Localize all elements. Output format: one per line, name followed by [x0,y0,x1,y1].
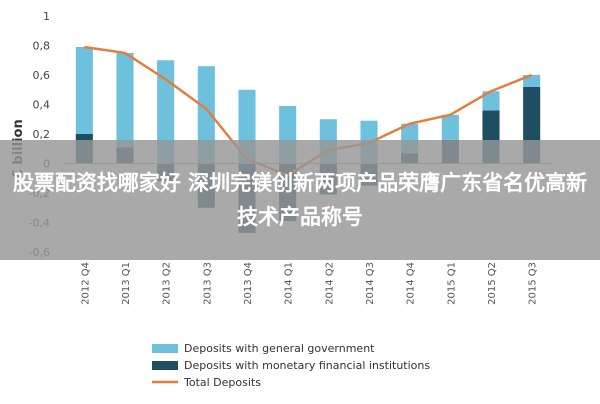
bar-general-government [157,60,175,164]
x-tick-label: 2014 Q2 [324,262,335,305]
bar-general-government [75,46,93,134]
legend-swatch [152,344,178,353]
x-tick-label: 2013 Q2 [162,262,173,305]
overlay-banner: 股票配资找哪家好 深圳完镁创新两项产品荣膺广东省名优高新技术产品称号 [0,140,600,260]
y-tick-label: 0,4 [33,99,51,112]
x-tick-label: 2013 Q4 [243,262,254,305]
bar-general-government [482,91,500,111]
y-tick-label: 0,8 [33,40,51,53]
legend-label: Total Deposits [183,376,261,389]
y-tick-label: 1 [43,10,50,23]
legend-label: Deposits with monetary financial institu… [184,359,430,372]
bar-general-government [441,114,459,140]
legend-swatch [152,361,178,370]
x-tick-label: 2015 Q3 [528,262,539,305]
x-tick-label: 2014 Q1 [284,262,295,305]
x-axis: 2012 Q4 2013 Q1 2013 Q2 2013 Q3 2013 Q4 2014 … [80,262,538,305]
x-tick-label: 2013 Q1 [121,262,132,305]
y-tick-label: 0,6 [33,69,51,82]
overlay-banner-text: 股票配资找哪家好 深圳完镁创新两项产品荣膺广东省名优高新技术产品称号 [12,171,588,229]
x-tick-label: 2015 Q1 [446,262,457,305]
x-tick-label: 2014 Q3 [365,262,376,305]
x-tick-label: 2014 Q4 [406,262,417,305]
bar-general-government [116,52,134,148]
x-tick-label: 2015 Q2 [487,262,498,305]
y-tick-label: 0,2 [33,128,51,141]
legend-label: Deposits with general government [184,342,375,355]
bar-general-government [197,66,215,164]
x-tick-label: 2013 Q3 [202,262,213,305]
x-tick-label: 2012 Q4 [80,262,91,305]
bar-general-government [523,75,541,87]
legend: Deposits with general government Deposits… [152,342,430,389]
